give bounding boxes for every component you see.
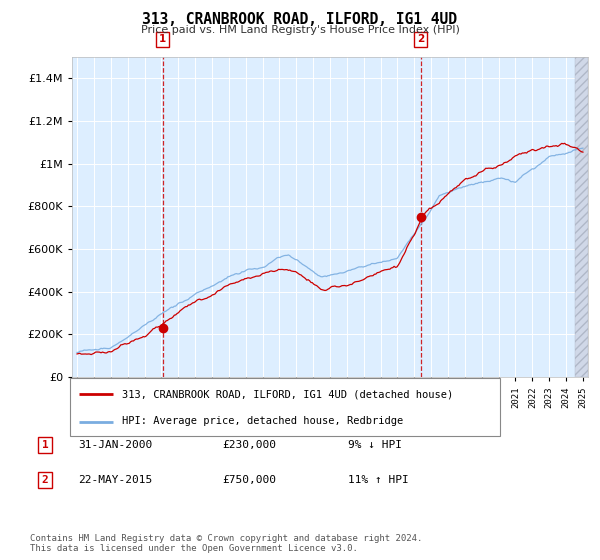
Text: 2: 2 — [417, 34, 424, 44]
Text: 11% ↑ HPI: 11% ↑ HPI — [348, 475, 409, 485]
FancyBboxPatch shape — [70, 378, 500, 436]
Text: 2: 2 — [41, 475, 49, 485]
Text: Contains HM Land Registry data © Crown copyright and database right 2024.
This d: Contains HM Land Registry data © Crown c… — [30, 534, 422, 553]
Text: Price paid vs. HM Land Registry's House Price Index (HPI): Price paid vs. HM Land Registry's House … — [140, 25, 460, 35]
Text: 313, CRANBROOK ROAD, ILFORD, IG1 4UD: 313, CRANBROOK ROAD, ILFORD, IG1 4UD — [143, 12, 458, 27]
Text: £750,000: £750,000 — [222, 475, 276, 485]
Text: 313, CRANBROOK ROAD, ILFORD, IG1 4UD (detached house): 313, CRANBROOK ROAD, ILFORD, IG1 4UD (de… — [122, 389, 453, 399]
Text: 1: 1 — [41, 440, 49, 450]
Text: HPI: Average price, detached house, Redbridge: HPI: Average price, detached house, Redb… — [122, 417, 403, 427]
Text: £230,000: £230,000 — [222, 440, 276, 450]
Text: 31-JAN-2000: 31-JAN-2000 — [78, 440, 152, 450]
Text: 1: 1 — [159, 34, 166, 44]
Bar — [575, 57, 588, 377]
Text: 9% ↓ HPI: 9% ↓ HPI — [348, 440, 402, 450]
Text: 22-MAY-2015: 22-MAY-2015 — [78, 475, 152, 485]
